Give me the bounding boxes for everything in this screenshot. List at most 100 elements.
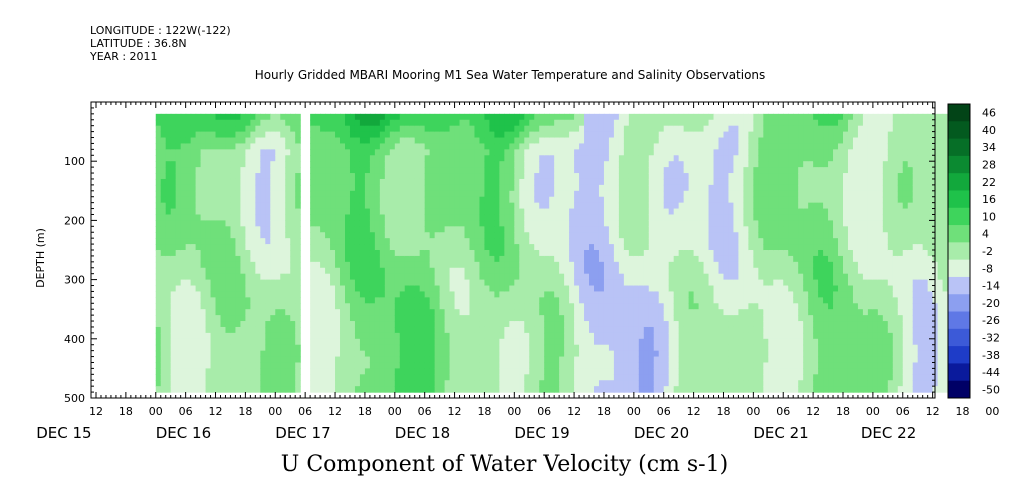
heatmap-cell [374, 303, 381, 310]
heatmap-cell [668, 131, 675, 139]
heatmap-cell [394, 279, 401, 287]
heatmap-cell [663, 297, 670, 304]
heatmap-cell [444, 338, 451, 346]
heatmap-cell [494, 137, 500, 145]
heatmap-cell [598, 232, 605, 239]
heatmap-cell [165, 315, 172, 322]
heatmap-cell [345, 220, 351, 227]
heatmap-cell [399, 380, 406, 387]
heatmap-cell [519, 261, 525, 269]
heatmap-cell [330, 214, 336, 221]
heatmap-cell [215, 356, 222, 364]
heatmap-cell [205, 309, 212, 316]
heatmap-cell [180, 149, 187, 156]
heatmap-cell [315, 178, 321, 186]
heatmap-cell [255, 190, 261, 198]
heatmap-cell [514, 244, 520, 251]
heatmap-cell [469, 356, 476, 364]
heatmap-cell [245, 161, 251, 168]
heatmap-cell [389, 173, 396, 180]
heatmap-cell [534, 374, 540, 381]
heatmap-cell [594, 125, 600, 133]
heatmap-cell [394, 356, 401, 364]
heatmap-cell [474, 184, 481, 192]
heatmap-cell [623, 273, 630, 281]
heatmap-cell [678, 344, 685, 352]
heatmap-cell [399, 167, 406, 174]
heatmap-cell [579, 309, 585, 316]
heatmap-cell [494, 238, 500, 245]
heatmap-cell [345, 196, 351, 204]
heatmap-cell [509, 220, 515, 227]
heatmap-cell [459, 291, 466, 298]
heatmap-cell [369, 255, 376, 263]
heatmap-cell [598, 291, 605, 298]
heatmap-cell [320, 131, 326, 139]
heatmap-cell [210, 226, 217, 233]
heatmap-cell [340, 119, 346, 127]
heatmap-cell [260, 149, 266, 156]
heatmap-cell [320, 208, 326, 216]
heatmap-cell [215, 232, 222, 239]
heatmap-cell [205, 113, 212, 121]
heatmap-cell [240, 291, 246, 298]
heatmap-cell [349, 143, 356, 150]
heatmap-cell [623, 344, 630, 352]
heatmap-cell [345, 380, 351, 387]
heatmap-cell [320, 309, 326, 316]
heatmap-cell [280, 167, 286, 174]
heatmap-cell [479, 143, 486, 150]
heatmap-cell [190, 119, 197, 127]
heatmap-cell [359, 173, 366, 180]
heatmap-cell [559, 125, 565, 133]
heatmap-cell [514, 238, 520, 245]
heatmap-cell [618, 344, 625, 352]
heatmap-cell [315, 291, 321, 298]
heatmap-cell [280, 202, 286, 210]
heatmap-cell [195, 356, 202, 364]
heatmap-cell [315, 368, 321, 375]
heatmap-cell [529, 190, 535, 198]
heatmap-cell [260, 380, 266, 387]
heatmap-cell [544, 244, 550, 251]
heatmap-cell [295, 386, 301, 393]
heatmap-cell [509, 125, 515, 133]
heatmap-cell [589, 386, 595, 393]
heatmap-cell [539, 261, 545, 269]
heatmap-cell [549, 285, 555, 293]
heatmap-cell [200, 380, 207, 387]
heatmap-cell [265, 214, 271, 221]
heatmap-cell [374, 214, 381, 221]
heatmap-cell [404, 137, 411, 145]
heatmap-cell [200, 374, 207, 381]
heatmap-cell [489, 143, 495, 150]
heatmap-cell [608, 374, 615, 381]
heatmap-cell [165, 214, 172, 221]
heatmap-cell [414, 356, 421, 364]
heatmap-cell [663, 149, 670, 156]
heatmap-cell [623, 155, 630, 162]
heatmap-cell [235, 125, 242, 133]
heatmap-cell [414, 131, 421, 139]
heatmap-cell [494, 125, 500, 133]
heatmap-cell [479, 184, 486, 192]
heatmap-cell [569, 297, 575, 304]
heatmap-cell [205, 238, 212, 245]
heatmap-cell [509, 137, 515, 145]
heatmap-cell [325, 226, 331, 233]
heatmap-cell [195, 261, 202, 269]
heatmap-cell [170, 303, 177, 310]
heatmap-cell [265, 113, 271, 121]
heatmap-cell [603, 326, 610, 334]
heatmap-cell [180, 131, 187, 139]
heatmap-cell [419, 184, 426, 192]
heatmap-cell [345, 173, 351, 180]
heatmap-cell [429, 332, 436, 340]
heatmap-cell [633, 137, 640, 145]
heatmap-cell [678, 380, 685, 387]
heatmap-cell [320, 196, 326, 204]
heatmap-cell [549, 309, 555, 316]
heatmap-cell [245, 303, 251, 310]
heatmap-cell [160, 279, 167, 287]
heatmap-cell [524, 326, 530, 334]
